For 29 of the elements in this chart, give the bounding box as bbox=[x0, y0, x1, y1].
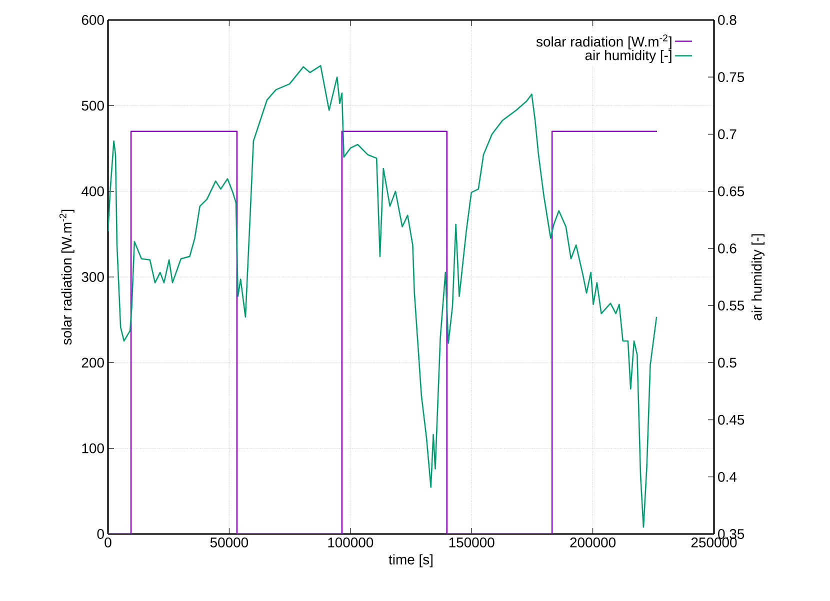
y-tick-label: 500 bbox=[82, 100, 104, 111]
y-tick-label: 100 bbox=[82, 443, 104, 454]
y-tick-label: 300 bbox=[82, 272, 104, 282]
y2-tick-label: 0.7 bbox=[718, 129, 736, 140]
x-tick-label: 250000 bbox=[691, 538, 737, 548]
y2-tick-label: 0.5 bbox=[718, 358, 736, 368]
x-axis-title: time [s] bbox=[388, 554, 432, 568]
y2-tick-label: 0.8 bbox=[718, 15, 736, 25]
y-tick-label: 0 bbox=[97, 529, 104, 539]
y-axis-title: solar radiation [W.m$^{-2}$] bbox=[59, 210, 74, 345]
x-tick-label: 100000 bbox=[328, 538, 374, 548]
line-series bbox=[108, 65, 658, 528]
y2-tick-label: 0.6 bbox=[718, 243, 736, 254]
y-tick-label: 200 bbox=[82, 358, 104, 368]
y2-tick-label: 0.35 bbox=[718, 529, 744, 539]
y2-tick-label: 0.55 bbox=[718, 300, 744, 310]
x-tick-label: 200000 bbox=[570, 538, 616, 548]
legend-label: air humidity [-] bbox=[585, 50, 672, 63]
y2-tick-label: 0.65 bbox=[718, 186, 744, 196]
x-tick-label: 0 bbox=[104, 538, 112, 548]
y-tick-label: 400 bbox=[82, 186, 104, 196]
y2-tick-label: 0.4 bbox=[718, 472, 737, 482]
x-tick-label: 50000 bbox=[210, 538, 248, 548]
y-tick-label: 600 bbox=[82, 15, 104, 25]
legend-label: solar radiation [W.m$^{-2}$] bbox=[536, 34, 672, 50]
x-tick-label: 150000 bbox=[449, 538, 494, 548]
y2-axis-title: air humidity [-] bbox=[752, 234, 765, 320]
y2-tick-label: 0.45 bbox=[718, 414, 744, 425]
y2-tick-label: 0.75 bbox=[718, 72, 744, 82]
